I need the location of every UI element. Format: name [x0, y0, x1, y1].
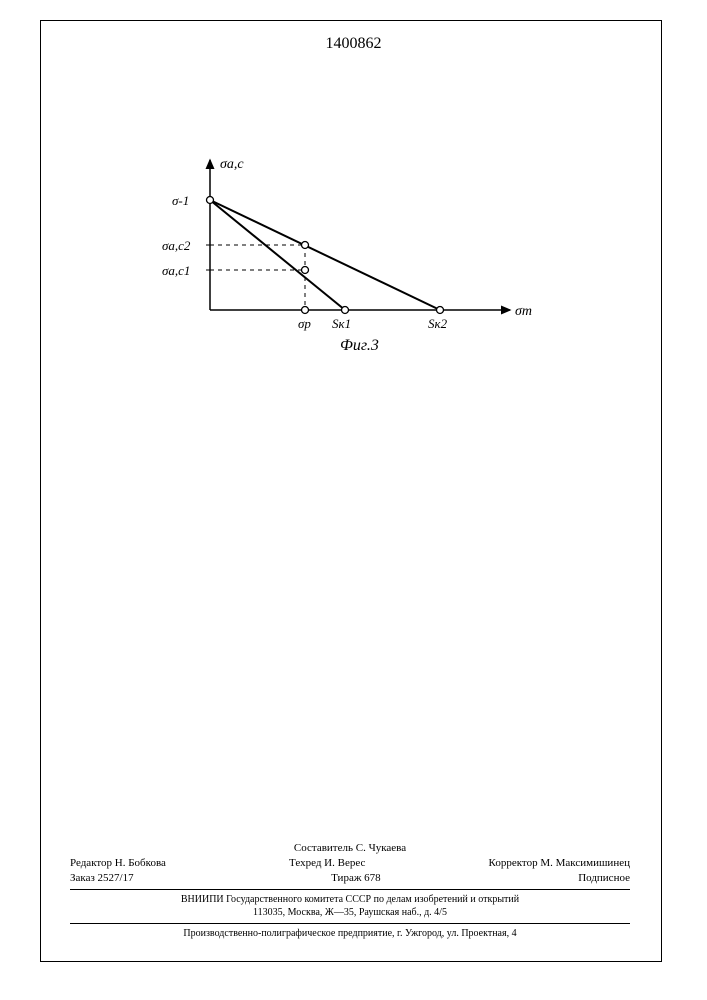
y-tick-label: σa,c1 — [162, 263, 190, 278]
y-axis-label: σa,c — [220, 157, 244, 172]
divider — [70, 923, 630, 924]
x-tick-label: Sк2 — [428, 316, 448, 331]
compiler-line: Составитель С. Чукаева — [70, 841, 630, 856]
page: 1400862 — [0, 0, 707, 1000]
document-number: 1400862 — [0, 35, 707, 53]
corrector: Корректор М. Максимишинец — [489, 856, 630, 871]
techred: Техред И. Верес — [289, 856, 365, 871]
subscription: Подписное — [578, 871, 630, 886]
marker-sk2 — [437, 307, 444, 314]
x-axis-label: σm — [515, 304, 532, 319]
marker-sigma-p — [302, 307, 309, 314]
chart-svg: σa,c σ-1 σa,c2 σa,c1 σp Sк1 Sк2 σm Фиг.3 — [150, 150, 550, 390]
y-tick-label: σa,c2 — [162, 238, 191, 253]
marker-vertex — [207, 197, 214, 204]
divider — [70, 889, 630, 890]
figure-caption: Фиг.3 — [340, 337, 379, 354]
editor: Редактор Н. Бобкова — [70, 856, 166, 871]
tirazh: Тираж 678 — [331, 871, 381, 886]
x-tick-label: Sк1 — [332, 316, 351, 331]
printer-line: Производственно-полиграфическое предприя… — [70, 927, 630, 941]
imprint-block: Составитель С. Чукаева Редактор Н. Бобко… — [70, 841, 630, 940]
marker-sk1 — [342, 307, 349, 314]
marker-i1 — [302, 267, 309, 274]
org-line-2: 113035, Москва, Ж—35, Раушская наб., д. … — [70, 906, 630, 920]
x-tick-label: σp — [298, 316, 311, 331]
org-line-1: ВНИИПИ Государственного комитета СССР по… — [70, 893, 630, 907]
figure-3-chart: σa,c σ-1 σa,c2 σa,c1 σp Sк1 Sк2 σm Фиг.3 — [150, 150, 550, 390]
order: Заказ 2527/17 — [70, 871, 134, 886]
y-tick-label: σ-1 — [172, 193, 189, 208]
marker-i2 — [302, 242, 309, 249]
